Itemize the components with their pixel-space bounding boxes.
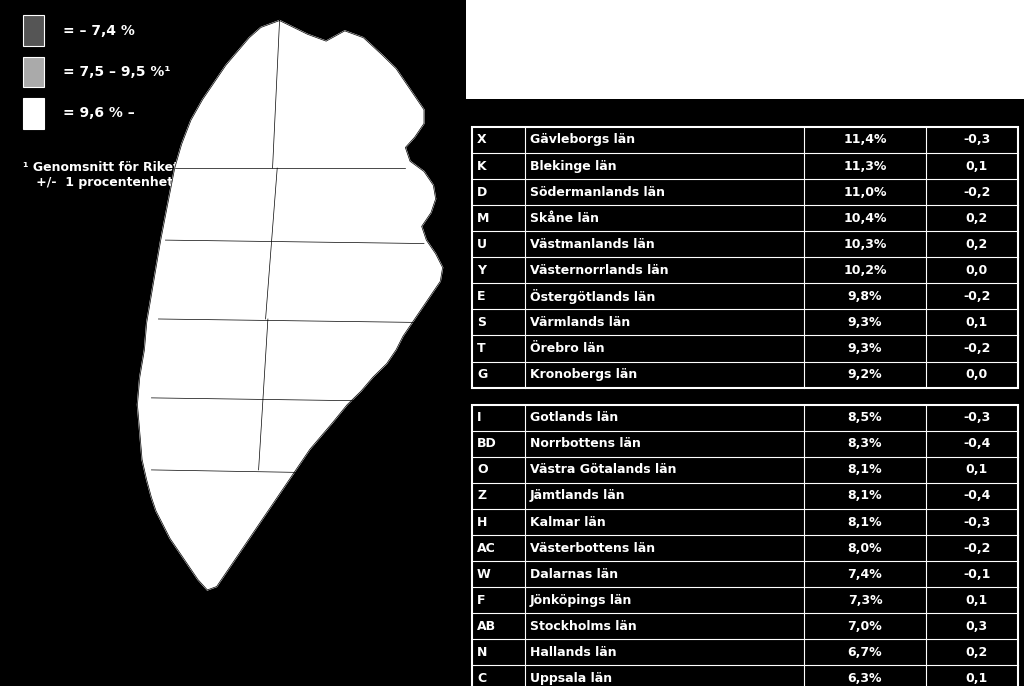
Text: 7,3%: 7,3% — [848, 594, 883, 606]
Text: 8,5%: 8,5% — [848, 412, 883, 424]
Text: 6,7%: 6,7% — [848, 646, 883, 659]
Text: Hallands län: Hallands län — [530, 646, 616, 659]
Text: E: E — [477, 290, 485, 303]
Text: G: G — [477, 368, 487, 381]
Text: -0,2: -0,2 — [963, 342, 990, 355]
Text: K: K — [477, 160, 486, 172]
Text: Örebro län: Örebro län — [530, 342, 605, 355]
Text: = 9,6 % –: = 9,6 % – — [62, 106, 134, 120]
Text: Västerbottens län: Västerbottens län — [530, 542, 655, 554]
Text: Y: Y — [477, 264, 486, 276]
Text: F: F — [477, 594, 485, 606]
Text: Västra Götalands län: Västra Götalands län — [530, 464, 677, 476]
Text: 0,1: 0,1 — [966, 672, 988, 685]
FancyBboxPatch shape — [24, 97, 44, 129]
Text: 0,1: 0,1 — [966, 464, 988, 476]
Text: 11,4%: 11,4% — [843, 134, 887, 146]
Text: 0,0: 0,0 — [966, 368, 988, 381]
Text: Jämtlands län: Jämtlands län — [530, 490, 626, 502]
Text: Z: Z — [477, 490, 486, 502]
Text: -0,2: -0,2 — [963, 542, 990, 554]
Text: H: H — [477, 516, 487, 528]
Text: -0,2: -0,2 — [963, 186, 990, 198]
Text: AC: AC — [477, 542, 496, 554]
FancyBboxPatch shape — [471, 405, 1019, 686]
Text: 8,1%: 8,1% — [848, 464, 883, 476]
FancyBboxPatch shape — [24, 15, 44, 46]
FancyBboxPatch shape — [466, 0, 1024, 99]
Text: -0,2: -0,2 — [963, 290, 990, 303]
Text: Gotlands län: Gotlands län — [530, 412, 618, 424]
Text: -0,4: -0,4 — [963, 490, 990, 502]
Text: ¹ Genomsnitt för Riket
   +/-  1 procentenhet: ¹ Genomsnitt för Riket +/- 1 procentenhe… — [24, 161, 179, 189]
Text: = 7,5 – 9,5 %¹: = 7,5 – 9,5 %¹ — [62, 65, 170, 79]
Text: AB: AB — [318, 495, 338, 507]
Text: Gävleborgs län: Gävleborgs län — [530, 134, 635, 146]
Text: 9,2%: 9,2% — [848, 368, 883, 381]
Text: Dalarnas län: Dalarnas län — [530, 568, 618, 580]
Text: 10,2%: 10,2% — [843, 264, 887, 276]
Text: BD: BD — [477, 438, 497, 450]
Text: T: T — [477, 342, 485, 355]
Text: AB: AB — [477, 620, 497, 632]
Text: U: U — [477, 238, 487, 250]
Text: I: I — [477, 412, 481, 424]
Text: -0,3: -0,3 — [963, 134, 990, 146]
Text: Norrbottens län: Norrbottens län — [530, 438, 641, 450]
Text: -0,3: -0,3 — [963, 516, 990, 528]
Text: O: O — [477, 464, 487, 476]
Text: 0,1: 0,1 — [966, 160, 988, 172]
Text: Stockholms län: Stockholms län — [530, 620, 637, 632]
Text: N: N — [477, 646, 487, 659]
Text: C: C — [477, 672, 486, 685]
Text: 0,2: 0,2 — [966, 646, 988, 659]
Text: Uppsala län: Uppsala län — [530, 672, 612, 685]
Text: Östergötlands län: Östergötlands län — [530, 289, 655, 304]
Text: Kalmar län: Kalmar län — [530, 516, 606, 528]
Text: 8,0%: 8,0% — [848, 542, 883, 554]
Text: Kronobergs län: Kronobergs län — [530, 368, 637, 381]
Text: Blekinge län: Blekinge län — [530, 160, 616, 172]
Text: 0,2: 0,2 — [966, 212, 988, 224]
Text: D: D — [477, 186, 487, 198]
Text: 8,1%: 8,1% — [848, 490, 883, 502]
Text: 11,3%: 11,3% — [843, 160, 887, 172]
Text: Västernorrlands län: Västernorrlands län — [530, 264, 669, 276]
Text: W: W — [477, 568, 490, 580]
Text: 9,8%: 9,8% — [848, 290, 883, 303]
Text: 8,1%: 8,1% — [848, 516, 883, 528]
Text: 0,0: 0,0 — [966, 264, 988, 276]
Text: 9,3%: 9,3% — [848, 342, 883, 355]
Text: Västmanlands län: Västmanlands län — [530, 238, 655, 250]
Text: Värmlands län: Värmlands län — [530, 316, 631, 329]
Text: -0,3: -0,3 — [963, 412, 990, 424]
Text: 8,3%: 8,3% — [848, 438, 883, 450]
Text: Södermanlands län: Södermanlands län — [530, 186, 666, 198]
Polygon shape — [137, 21, 442, 590]
Text: 10,4%: 10,4% — [843, 212, 887, 224]
Text: 6,3%: 6,3% — [848, 672, 883, 685]
Text: S: S — [477, 316, 486, 329]
Text: 11,0%: 11,0% — [843, 186, 887, 198]
Text: 0,1: 0,1 — [966, 594, 988, 606]
Text: = – 7,4 %: = – 7,4 % — [62, 24, 135, 38]
Text: M: M — [477, 212, 489, 224]
Text: Skåne län: Skåne län — [530, 212, 599, 224]
Text: 0,1: 0,1 — [966, 316, 988, 329]
Text: 9,3%: 9,3% — [848, 316, 883, 329]
Text: 10,3%: 10,3% — [843, 238, 887, 250]
Text: Jönköpings län: Jönköpings län — [530, 594, 633, 606]
FancyBboxPatch shape — [471, 127, 1019, 388]
Text: -0,4: -0,4 — [963, 438, 990, 450]
Text: 0,2: 0,2 — [966, 238, 988, 250]
Text: X: X — [477, 134, 486, 146]
Text: -0,1: -0,1 — [963, 568, 990, 580]
Text: 7,4%: 7,4% — [848, 568, 883, 580]
FancyBboxPatch shape — [24, 56, 44, 87]
Text: 0,3: 0,3 — [966, 620, 987, 632]
Text: 7,0%: 7,0% — [848, 620, 883, 632]
